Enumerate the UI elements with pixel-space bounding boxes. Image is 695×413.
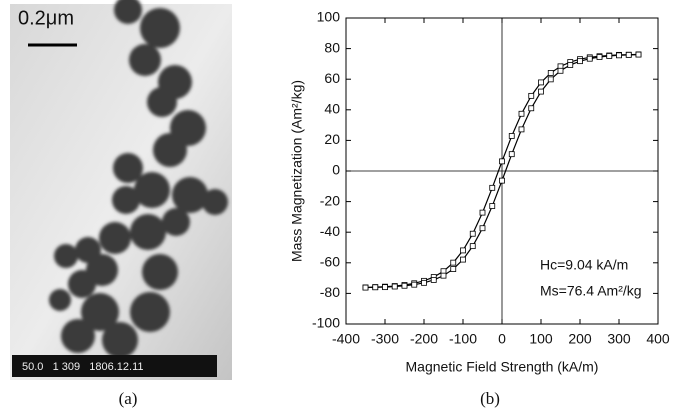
y-axis-label: Mass Magnetization (Am²/kg)	[289, 80, 305, 262]
point-marker	[508, 151, 515, 158]
point-marker	[430, 277, 437, 283]
point-marker	[460, 256, 466, 263]
point-marker	[362, 284, 369, 291]
y-tick-label: 20	[324, 131, 340, 147]
point-marker	[382, 284, 388, 291]
y-tick-label: 100	[317, 9, 341, 25]
point-marker	[625, 51, 632, 58]
point-marker	[440, 272, 447, 279]
x-tick-label: -400	[332, 331, 360, 347]
point-marker	[499, 177, 505, 184]
point-marker	[469, 243, 476, 250]
caption: (b)	[480, 389, 500, 408]
x-tick-label: 0	[498, 331, 506, 347]
point-marker	[460, 247, 466, 254]
point-marker	[538, 88, 544, 95]
x-tick-label: -300	[371, 331, 399, 347]
point-marker	[635, 51, 642, 58]
annotation: Hc=9.04 kA/m	[540, 257, 628, 273]
point-marker	[518, 110, 525, 117]
point-marker	[528, 105, 535, 112]
y-tick-label: -80	[320, 284, 340, 300]
point-marker	[411, 281, 418, 288]
caption: (a)	[119, 389, 138, 408]
x-tick-label: 100	[529, 331, 553, 347]
point-marker	[567, 62, 574, 68]
point-marker	[489, 184, 496, 191]
point-marker	[586, 55, 593, 62]
point-marker	[479, 225, 486, 232]
point-marker	[528, 92, 535, 99]
x-axis-label: Magnetic Field Strength (kA/m)	[406, 359, 599, 375]
point-marker	[450, 266, 457, 272]
y-tick-label: 40	[324, 101, 340, 117]
y-tick-label: -60	[320, 254, 340, 270]
point-marker	[421, 279, 427, 286]
y-tick-label: 0	[332, 162, 340, 178]
particles	[49, 0, 228, 358]
point-marker	[616, 52, 622, 59]
y-tick-label: -100	[312, 315, 340, 331]
point-marker	[538, 79, 544, 86]
point-marker	[557, 67, 564, 74]
point-marker	[479, 209, 486, 216]
x-tick-label: -100	[449, 331, 477, 347]
tem-image: 0.2μm 50.0 1 309 1806.12.11	[10, 0, 232, 380]
point-marker	[401, 282, 408, 289]
annotation: Ms=76.4 Am²/kg	[540, 283, 642, 299]
point-marker	[547, 76, 554, 83]
point-marker	[391, 283, 398, 290]
point-marker	[606, 53, 613, 59]
x-tick-label: 400	[646, 331, 670, 347]
point-marker	[518, 126, 525, 133]
scale-label: 0.2μm	[18, 7, 74, 29]
point-marker	[499, 158, 505, 165]
point-marker	[596, 54, 603, 60]
point-marker	[577, 58, 583, 65]
point-marker	[489, 203, 496, 209]
point-marker	[469, 230, 476, 237]
y-tick-label: -20	[320, 192, 340, 208]
info-text: 50.0 1 309 1806.12.11	[22, 361, 144, 373]
y-tick-label: 80	[324, 39, 340, 55]
point-marker	[372, 284, 379, 291]
info-strip	[12, 355, 217, 377]
point-marker	[450, 259, 457, 266]
y-tick-label: 60	[324, 70, 340, 86]
point-marker	[547, 70, 554, 76]
x-tick-label: -200	[410, 331, 438, 347]
x-tick-label: 300	[607, 331, 631, 347]
x-tick-label: 200	[568, 331, 592, 347]
y-tick-label: -40	[320, 223, 340, 239]
point-marker	[508, 133, 515, 139]
